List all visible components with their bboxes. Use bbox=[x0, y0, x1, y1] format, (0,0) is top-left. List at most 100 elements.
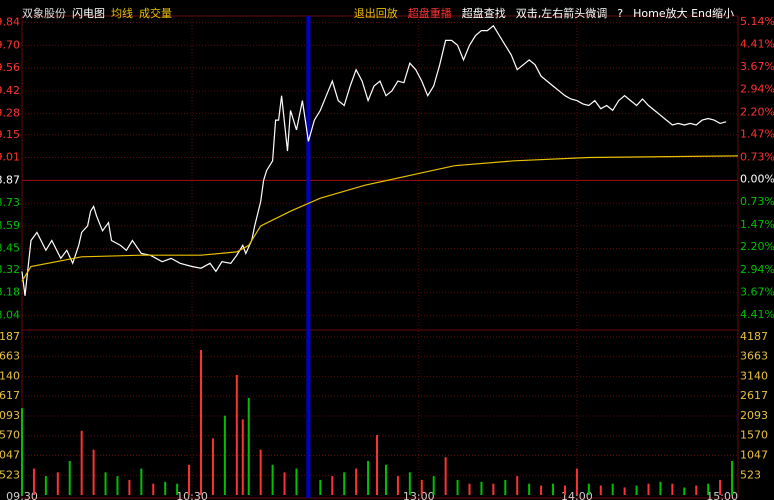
volume-tick-label: 1570 bbox=[740, 429, 768, 442]
y-tick-label: 19.15 bbox=[0, 128, 20, 141]
volume-bar bbox=[271, 464, 274, 495]
volume-bar bbox=[241, 419, 244, 495]
volume-bar bbox=[563, 485, 566, 495]
volume-bar bbox=[331, 476, 334, 495]
volume-tick-label: 4187 bbox=[0, 330, 20, 343]
volume-tick-label: 523 bbox=[740, 468, 761, 481]
volume-bar bbox=[283, 472, 286, 495]
toolbar-item[interactable]: 成交量 bbox=[139, 6, 172, 20]
volume-tick-label: 2617 bbox=[740, 389, 768, 402]
y-tick-label: 18.59 bbox=[0, 219, 20, 232]
y2-tick-label: 2.94% bbox=[740, 83, 774, 96]
volume-bar bbox=[355, 468, 358, 495]
volume-bar bbox=[444, 457, 447, 495]
volume-tick-label: 3663 bbox=[0, 350, 20, 363]
volume-bar bbox=[635, 485, 638, 495]
volume-bar bbox=[152, 483, 155, 495]
volume-bar bbox=[731, 461, 734, 495]
volume-bar bbox=[140, 468, 143, 495]
volume-bar bbox=[492, 483, 495, 495]
y-tick-label: 18.45 bbox=[0, 242, 20, 255]
y-tick-label: 18.04 bbox=[0, 308, 20, 321]
toolbar-item[interactable]: 超盘重播 bbox=[408, 6, 452, 20]
x-tick-label: 10:30 bbox=[176, 490, 208, 500]
volume-tick-label: 2093 bbox=[0, 409, 20, 422]
volume-bar bbox=[200, 349, 202, 495]
volume-bar bbox=[420, 479, 423, 495]
y-tick-label: 19.56 bbox=[0, 61, 20, 74]
y-tick-label: 18.87 bbox=[0, 173, 20, 186]
volume-bar bbox=[92, 449, 95, 495]
volume-bar bbox=[247, 397, 250, 495]
volume-bar bbox=[343, 472, 346, 495]
volume-tick-label: 2093 bbox=[740, 409, 768, 422]
y-tick-label: 18.73 bbox=[0, 196, 20, 209]
volume-bar bbox=[528, 483, 531, 495]
volume-bar bbox=[384, 464, 387, 495]
volume-bar bbox=[611, 483, 614, 495]
y2-tick-label: 2.94% bbox=[740, 263, 774, 276]
toolbar-item[interactable]: 均线 bbox=[111, 6, 133, 20]
volume-bar bbox=[32, 468, 35, 495]
volume-bar bbox=[295, 468, 298, 495]
volume-bar bbox=[396, 476, 399, 495]
volume-bar bbox=[432, 476, 435, 495]
volume-bar bbox=[647, 483, 650, 495]
y-tick-label: 18.18 bbox=[0, 286, 20, 299]
volume-tick-label: 1570 bbox=[0, 429, 20, 442]
volume-bar bbox=[707, 483, 710, 495]
volume-bar bbox=[683, 487, 686, 495]
y-tick-label: 19.84 bbox=[0, 16, 20, 29]
toolbar-item[interactable]: Home放大 End缩小 bbox=[633, 6, 734, 20]
volume-tick-label: 2617 bbox=[0, 389, 20, 402]
y2-tick-label: 3.67% bbox=[740, 60, 774, 73]
volume-bar bbox=[319, 479, 322, 495]
volume-tick-label: 3663 bbox=[740, 350, 768, 363]
volume-bar bbox=[552, 483, 555, 495]
price-line bbox=[21, 24, 727, 296]
volume-bar bbox=[116, 476, 119, 495]
y2-tick-label: 2.20% bbox=[740, 240, 774, 253]
toolbar-item[interactable]: 超盘查找 bbox=[462, 6, 506, 20]
price-line bbox=[21, 155, 739, 282]
volume-bar bbox=[68, 461, 71, 495]
volume-bar bbox=[128, 479, 131, 495]
y2-tick-label: 5.14% bbox=[740, 15, 774, 28]
volume-bar bbox=[623, 487, 626, 495]
volume-bar bbox=[516, 476, 519, 495]
volume-bar bbox=[235, 374, 238, 495]
volume-bar bbox=[587, 483, 590, 495]
volume-bar bbox=[695, 485, 698, 495]
volume-bar bbox=[367, 461, 370, 495]
volume-panel bbox=[21, 329, 739, 499]
volume-bar bbox=[671, 483, 674, 495]
volume-bar bbox=[575, 468, 578, 495]
toolbar-item[interactable]: 闪电图 bbox=[72, 6, 105, 20]
volume-bar bbox=[376, 434, 379, 495]
volume-bar bbox=[456, 479, 459, 495]
y2-tick-label: 1.47% bbox=[740, 218, 774, 231]
y2-tick-label: 1.47% bbox=[740, 128, 774, 141]
volume-bar bbox=[104, 472, 107, 495]
x-tick-label: 15:00 bbox=[706, 490, 738, 500]
volume-bar bbox=[188, 464, 191, 495]
volume-tick-label: 3140 bbox=[0, 369, 20, 382]
toolbar-item[interactable]: 退出回放 bbox=[354, 6, 398, 20]
y-tick-label: 19.01 bbox=[0, 151, 20, 164]
volume-bar bbox=[468, 483, 471, 495]
toolbar-item[interactable]: ? bbox=[617, 7, 623, 20]
toolbar-item[interactable]: 双象股份 bbox=[22, 7, 66, 20]
y2-tick-label: 0.73% bbox=[740, 150, 774, 163]
volume-bar bbox=[56, 472, 59, 495]
volume-bar bbox=[164, 481, 167, 495]
volume-bar bbox=[480, 481, 483, 495]
volume-bar bbox=[223, 415, 226, 495]
volume-tick-label: 1047 bbox=[0, 448, 20, 461]
y2-tick-label: 4.41% bbox=[740, 308, 774, 321]
price-panel bbox=[21, 15, 739, 331]
y-tick-label: 18.32 bbox=[0, 263, 20, 276]
toolbar-item[interactable]: 双击,左右箭头微调 bbox=[516, 6, 608, 20]
volume-tick-label: 1047 bbox=[740, 448, 768, 461]
